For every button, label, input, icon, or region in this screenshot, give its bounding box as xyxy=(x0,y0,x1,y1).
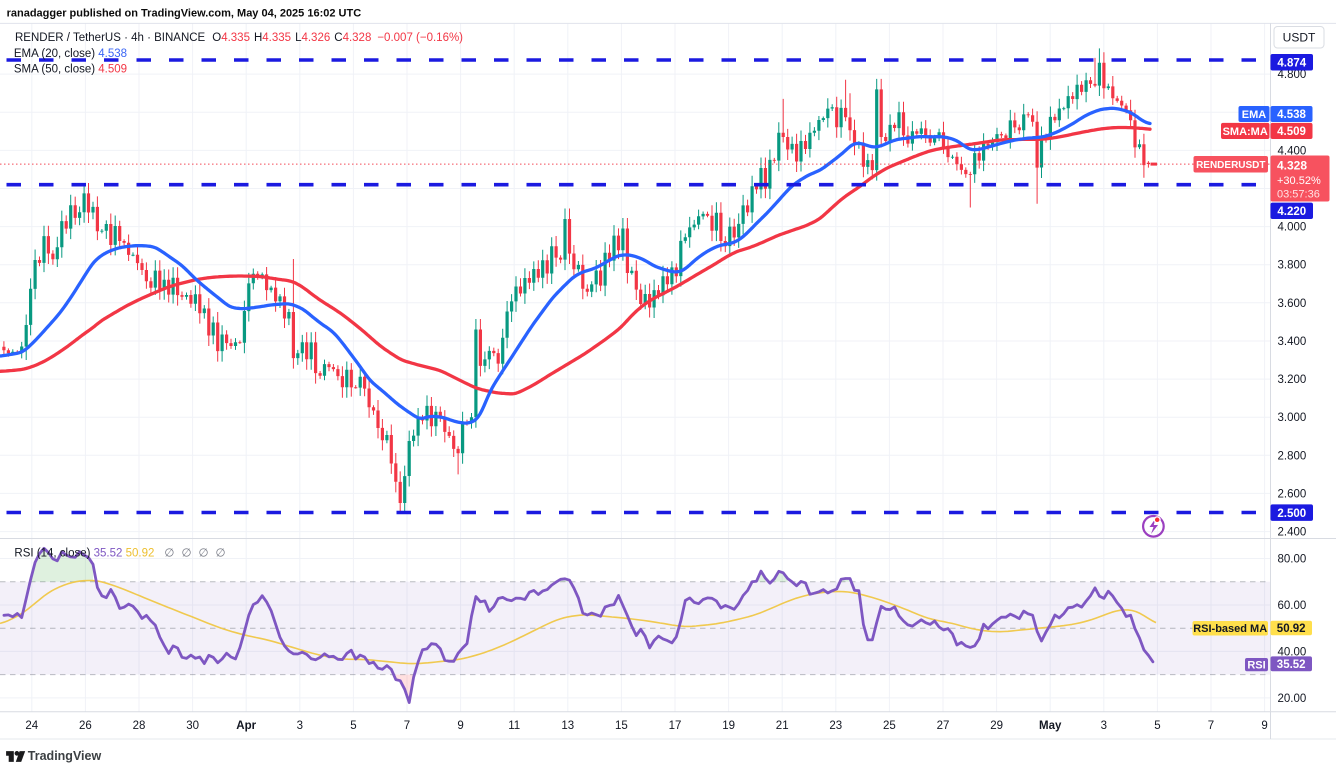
svg-text:TradingView: TradingView xyxy=(28,749,102,763)
svg-text:2.400: 2.400 xyxy=(1278,527,1307,539)
svg-text:3.400: 3.400 xyxy=(1278,336,1307,348)
svg-text:19: 19 xyxy=(722,720,735,732)
svg-text:+30.52%: +30.52% xyxy=(1277,175,1321,187)
svg-text:9: 9 xyxy=(1261,720,1267,732)
svg-text:4.000: 4.000 xyxy=(1278,222,1307,234)
svg-text:60.00: 60.00 xyxy=(1278,600,1307,612)
svg-text:RENDERUSDT: RENDERUSDT xyxy=(1196,160,1265,171)
svg-text:40.00: 40.00 xyxy=(1278,646,1307,658)
svg-text:80.00: 80.00 xyxy=(1278,554,1307,566)
svg-text:4.800: 4.800 xyxy=(1278,69,1307,81)
svg-text:25: 25 xyxy=(883,720,896,732)
svg-text:50.92: 50.92 xyxy=(1277,623,1306,635)
svg-text:30: 30 xyxy=(186,720,199,732)
svg-text:USDT: USDT xyxy=(1283,31,1316,45)
svg-text:RSI (14, close) 35.52 50.92∅∅∅: RSI (14, close) 35.52 50.92 ∅ ∅ ∅ ∅ xyxy=(14,548,225,560)
svg-text:26: 26 xyxy=(79,720,92,732)
svg-text:3.800: 3.800 xyxy=(1278,260,1307,272)
svg-text:9: 9 xyxy=(457,720,463,732)
svg-text:3.600: 3.600 xyxy=(1278,298,1307,310)
svg-text:SMA:MA: SMA:MA xyxy=(1223,126,1268,138)
svg-text:27: 27 xyxy=(937,720,950,732)
svg-text:29: 29 xyxy=(990,720,1003,732)
svg-text:2.800: 2.800 xyxy=(1278,450,1307,462)
svg-text:5: 5 xyxy=(350,720,356,732)
svg-text:11: 11 xyxy=(508,720,520,732)
svg-text:24: 24 xyxy=(25,720,38,732)
svg-text:EMA: EMA xyxy=(1242,109,1267,121)
svg-text:20.00: 20.00 xyxy=(1278,693,1307,705)
svg-text:SMA (50, close) 4.509: SMA (50, close) 4.509 xyxy=(14,64,127,76)
svg-text:2.500: 2.500 xyxy=(1277,508,1306,520)
svg-text:EMA (20, close) 4.538: EMA (20, close) 4.538 xyxy=(14,48,127,60)
svg-text:ranadagger published on Tradin: ranadagger published on TradingView.com,… xyxy=(7,8,362,20)
svg-text:4.874: 4.874 xyxy=(1277,57,1306,69)
svg-text:21: 21 xyxy=(776,720,789,732)
svg-text:5: 5 xyxy=(1154,720,1160,732)
svg-text:3: 3 xyxy=(1101,720,1107,732)
svg-text:RSI: RSI xyxy=(1247,660,1265,672)
svg-text:4.220: 4.220 xyxy=(1277,206,1306,218)
svg-text:4.400: 4.400 xyxy=(1278,145,1307,157)
svg-text:4.509: 4.509 xyxy=(1277,126,1306,138)
svg-text:3.200: 3.200 xyxy=(1278,374,1307,386)
svg-text:Apr: Apr xyxy=(236,720,256,732)
svg-text:17: 17 xyxy=(669,720,682,732)
svg-text:3.000: 3.000 xyxy=(1278,412,1307,424)
svg-text:2.600: 2.600 xyxy=(1278,488,1307,500)
svg-text:May: May xyxy=(1039,720,1062,732)
svg-text:7: 7 xyxy=(1208,720,1214,732)
svg-text:28: 28 xyxy=(133,720,146,732)
svg-text:35.52: 35.52 xyxy=(1277,659,1306,671)
svg-text:13: 13 xyxy=(561,720,574,732)
svg-text:23: 23 xyxy=(829,720,842,732)
svg-text:4.538: 4.538 xyxy=(1277,109,1306,121)
svg-text:03:57:36: 03:57:36 xyxy=(1277,189,1320,201)
svg-text:RSI-based MA: RSI-based MA xyxy=(1193,623,1267,635)
svg-text:RENDER / TetherUS · 4h · BINAN: RENDER / TetherUS · 4h · BINANCE O4.335 H4… xyxy=(15,32,463,44)
svg-text:7: 7 xyxy=(404,720,410,732)
svg-text:3: 3 xyxy=(297,720,303,732)
svg-text:15: 15 xyxy=(615,720,628,732)
svg-text:4.328: 4.328 xyxy=(1277,159,1307,173)
